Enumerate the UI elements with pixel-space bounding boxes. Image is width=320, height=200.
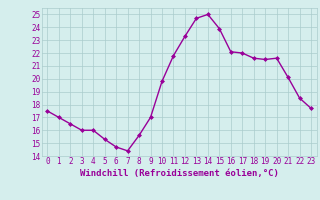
X-axis label: Windchill (Refroidissement éolien,°C): Windchill (Refroidissement éolien,°C) — [80, 169, 279, 178]
